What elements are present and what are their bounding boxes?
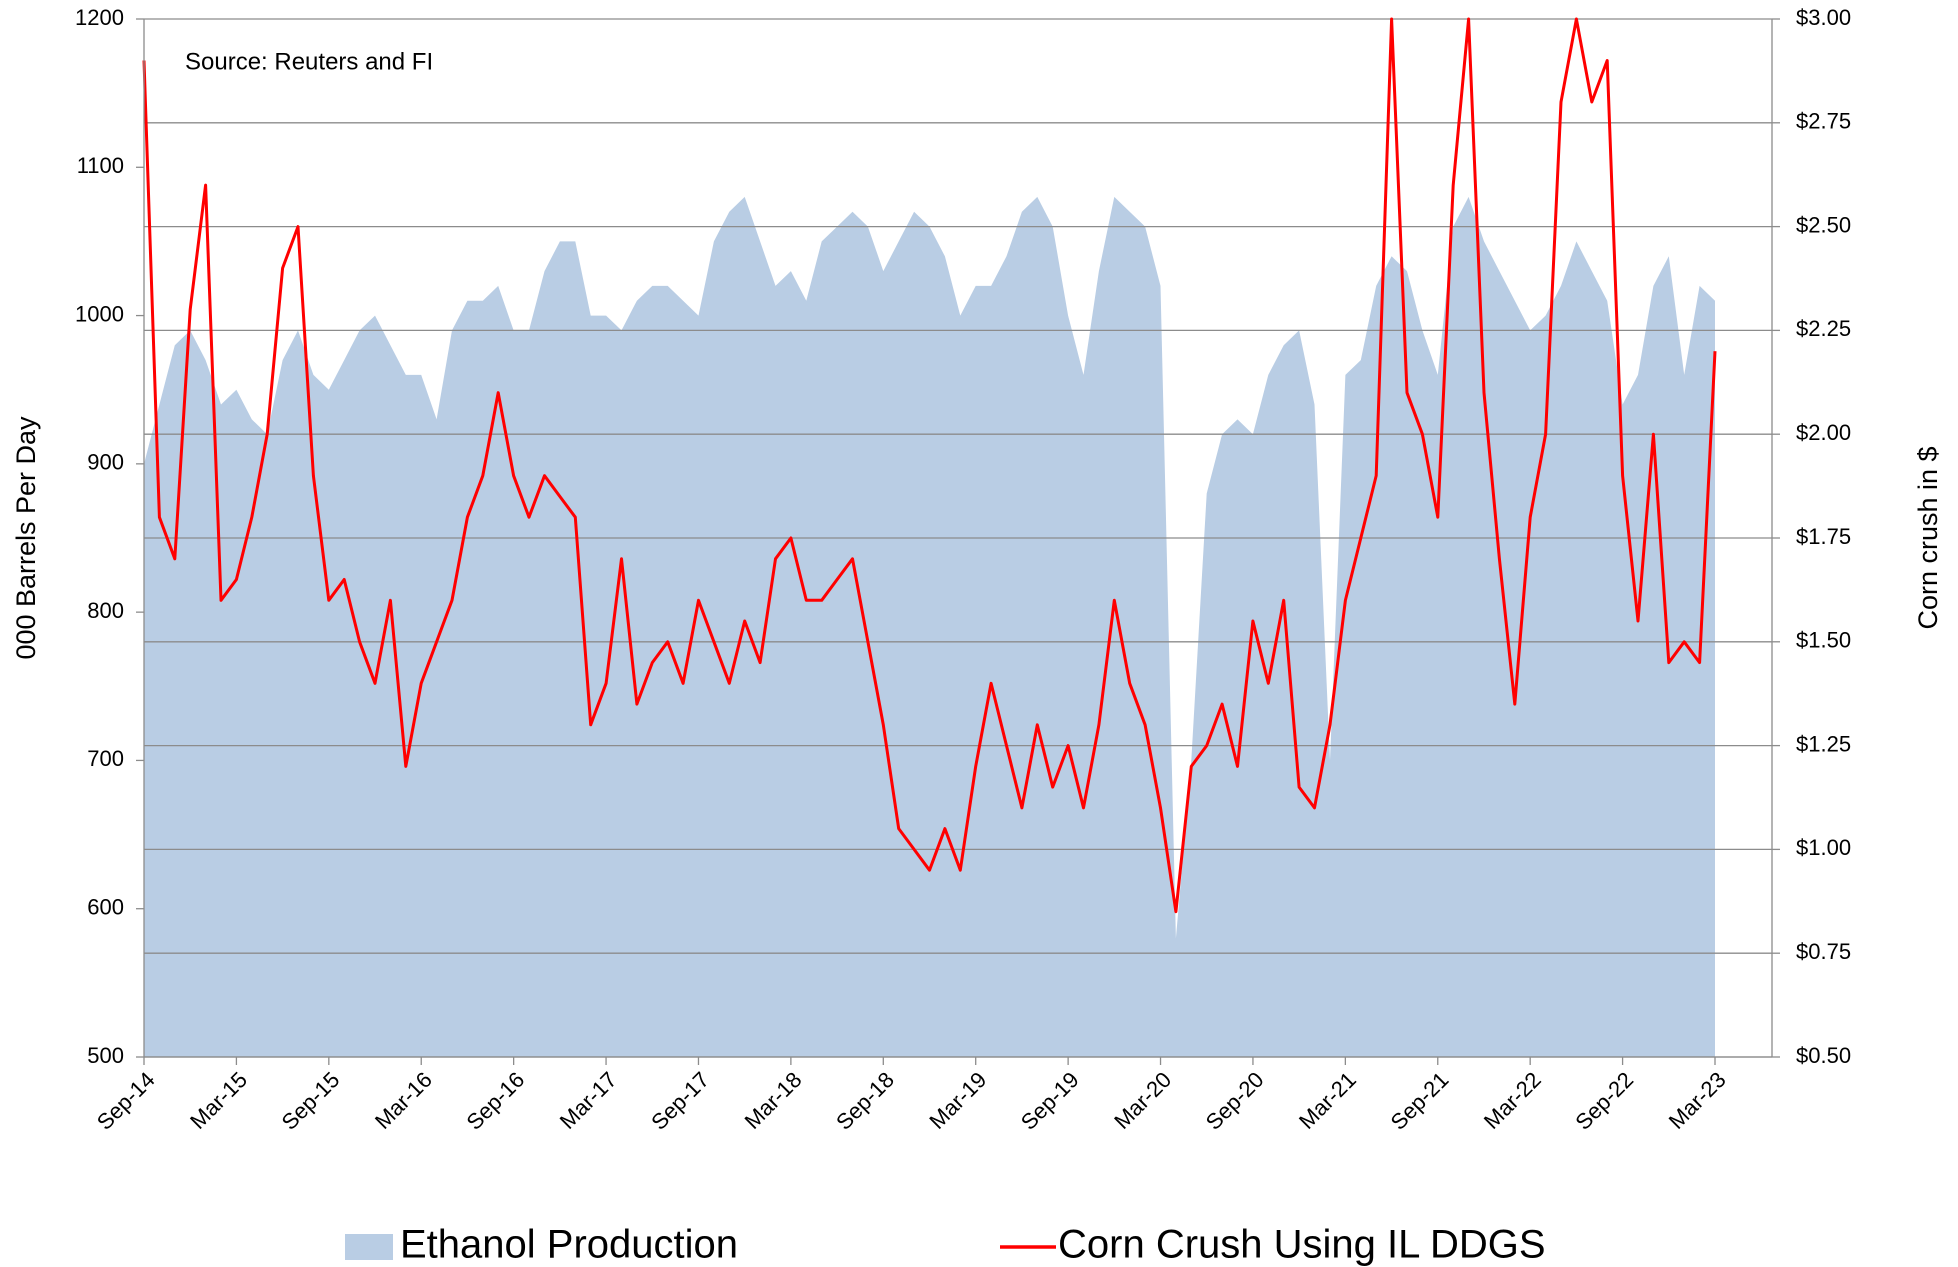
- y2-tick-label: $3.00: [1796, 5, 1851, 30]
- x-tick-label: Mar-22: [1479, 1067, 1546, 1134]
- y2-tick-label: $0.50: [1796, 1043, 1851, 1068]
- x-tick-label: Sep-18: [831, 1067, 899, 1135]
- area: [144, 196, 1715, 1057]
- y2-tick-label: $2.75: [1796, 109, 1851, 134]
- y2-tick-label: $1.00: [1796, 835, 1851, 860]
- x-tick-label: Mar-23: [1664, 1067, 1731, 1134]
- legend-label: Corn Crush Using IL DDGS: [1058, 1223, 1546, 1267]
- y2-tick-label: $1.50: [1796, 628, 1851, 653]
- x-tick-label: Sep-19: [1016, 1067, 1084, 1135]
- x-tick-label: Mar-21: [1294, 1067, 1361, 1134]
- x-tick-label: Sep-14: [92, 1067, 160, 1135]
- x-tick-label: Mar-18: [740, 1067, 807, 1134]
- source-annotation: Source: Reuters and FI: [185, 48, 433, 75]
- legend-swatch: [345, 1234, 393, 1260]
- x-tick-label: Mar-17: [555, 1067, 622, 1134]
- y2-tick-label: $1.25: [1796, 731, 1851, 756]
- x-tick-label: Sep-15: [277, 1067, 345, 1135]
- y-tick-label: 500: [87, 1043, 124, 1068]
- x-tick-label: Sep-22: [1570, 1067, 1638, 1135]
- y-tick-label: 600: [87, 895, 124, 920]
- y2-tick-label: $1.75: [1796, 524, 1851, 549]
- y-tick-label: 800: [87, 598, 124, 623]
- y2-tick-label: $2.00: [1796, 420, 1851, 445]
- x-tick-label: Sep-20: [1201, 1067, 1269, 1135]
- y-tick-label: 1200: [75, 5, 124, 30]
- y-tick-label: 700: [87, 746, 124, 771]
- legend-label: Ethanol Production: [400, 1223, 738, 1267]
- x-tick-label: Mar-19: [924, 1067, 991, 1134]
- y-tick-label: 900: [87, 450, 124, 475]
- x-tick-label: Mar-20: [1109, 1067, 1176, 1134]
- line: [142, 17, 1717, 914]
- y2-tick-label: $0.75: [1796, 939, 1851, 964]
- x-tick-label: Sep-21: [1386, 1067, 1454, 1135]
- y2-tick-label: $2.25: [1796, 316, 1851, 341]
- x-tick-label: Sep-17: [646, 1067, 714, 1135]
- x-tick-label: Mar-15: [185, 1067, 252, 1134]
- y-axis-title: 000 Barrels Per Day: [11, 416, 41, 660]
- y2-axis-title: Corn crush in $: [1913, 446, 1943, 629]
- x-tick-label: Mar-16: [370, 1067, 437, 1134]
- y-tick-label: 1100: [77, 153, 124, 178]
- x-tick-label: Sep-16: [461, 1067, 529, 1135]
- y2-tick-label: $2.50: [1796, 212, 1851, 237]
- y-tick-label: 1000: [75, 301, 124, 326]
